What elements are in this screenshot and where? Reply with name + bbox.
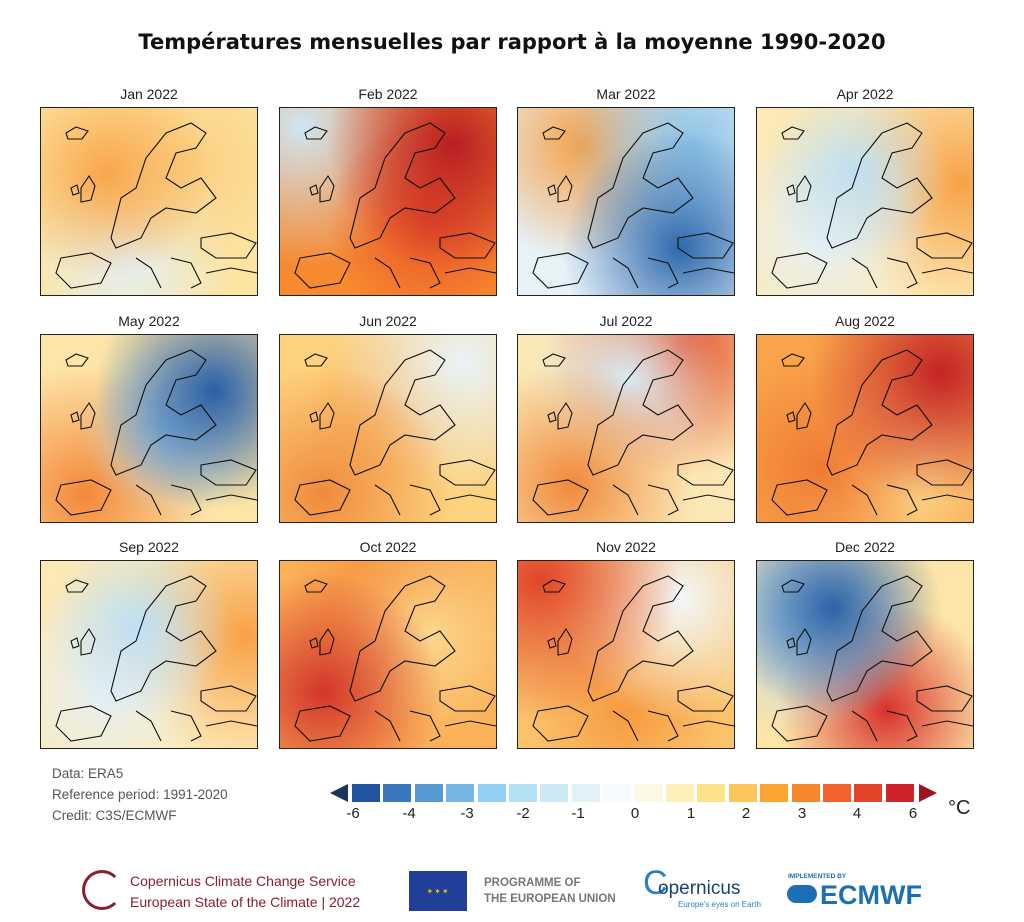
coastline <box>771 122 973 289</box>
panel-title: Apr 2022 <box>836 86 894 102</box>
colorbar-swatch <box>666 784 694 802</box>
coastline <box>294 122 496 289</box>
coastline <box>55 349 257 516</box>
eu-programme-2: THE EUROPEAN UNION <box>484 893 616 905</box>
copernicus-c: C <box>643 864 668 902</box>
colorbar-tick-label: 1 <box>686 805 696 822</box>
colorbar-tick-label: 6 <box>908 805 918 822</box>
anomaly-map <box>40 560 258 749</box>
anomaly-map <box>756 107 974 296</box>
colorbar-swatch <box>854 784 883 802</box>
anomaly-map <box>517 560 735 749</box>
panel-title: Nov 2022 <box>596 539 656 555</box>
anomaly-map <box>279 560 497 749</box>
colorbar-swatch <box>697 784 726 802</box>
anomaly-map <box>40 334 258 523</box>
colorbar-tick-label: 2 <box>741 805 751 822</box>
eu-programme: PROGRAMME OF <box>484 877 581 889</box>
coastline <box>55 122 257 289</box>
data-source: Data: ERA5 <box>52 766 124 781</box>
coastline <box>294 349 496 516</box>
anomaly-map <box>517 334 735 523</box>
eu-flag-icon: ✶✶✶ <box>409 871 467 911</box>
colorbar-left-arrow <box>330 784 348 802</box>
panel-title: May 2022 <box>118 313 180 329</box>
colorbar-swatch <box>509 784 537 802</box>
colorbar-swatch <box>352 784 380 802</box>
coastline <box>294 575 496 742</box>
panel-title: Aug 2022 <box>835 313 895 329</box>
panel-title: Jan 2022 <box>120 86 178 102</box>
colorbar-swatch <box>446 784 475 802</box>
colorbar-swatch <box>603 784 632 802</box>
colorbar-swatch <box>823 784 851 802</box>
colorbar-tick-label: -3 <box>460 805 474 822</box>
coastline <box>532 575 734 742</box>
anomaly-map <box>517 107 735 296</box>
ecmwf-implemented-by: IMPLEMENTED BY <box>788 873 847 880</box>
credit: Credit: C3S/ECMWF <box>52 808 177 823</box>
colorbar-swatch <box>791 784 820 802</box>
coastline <box>532 349 734 516</box>
panel-title: Feb 2022 <box>358 86 418 102</box>
panel-title: Jun 2022 <box>359 313 417 329</box>
c3s-logo <box>82 870 122 910</box>
colorbar-swatch <box>571 784 600 802</box>
anomaly-map <box>756 560 974 749</box>
coastline <box>771 575 973 742</box>
figure-title: Températures mensuelles par rapport à la… <box>138 30 886 54</box>
copernicus-tagline: Europe's eyes on Earth <box>678 900 761 909</box>
panel-title: Oct 2022 <box>359 539 417 555</box>
colorbar-swatch <box>540 784 569 802</box>
colorbar-tick-label: 4 <box>852 805 862 822</box>
copernicus-logo: opernicus <box>658 878 741 899</box>
reference-period: Reference period: 1991-2020 <box>52 787 228 802</box>
coastline <box>532 122 734 289</box>
colorbar-tick-label: -2 <box>516 805 530 822</box>
colorbar-unit: °C <box>948 797 971 819</box>
colorbar-swatch <box>383 784 412 802</box>
colorbar-tick-label: 3 <box>797 805 807 822</box>
colorbar-swatch <box>885 784 914 802</box>
c3s-name: Copernicus Climate Change Service <box>130 873 356 889</box>
colorbar-swatch <box>728 784 757 802</box>
panel-title: Sep 2022 <box>119 539 179 555</box>
colorbar-swatch <box>477 784 506 802</box>
colorbar-right-arrow <box>919 784 938 802</box>
anomaly-map <box>756 334 974 523</box>
panel-title: Mar 2022 <box>596 86 656 102</box>
colorbar-tick-label: -6 <box>346 805 360 822</box>
anomaly-map <box>40 107 258 296</box>
coastline <box>55 575 257 742</box>
colorbar-tick-label: -1 <box>571 805 585 822</box>
colorbar-tick-label: 0 <box>630 805 640 822</box>
ecmwf-logo: ECMWF <box>820 880 922 910</box>
c3s-subtitle: European State of the Climate | 2022 <box>130 894 361 910</box>
coastline <box>771 349 973 516</box>
colorbar-swatch <box>414 784 443 802</box>
colorbar-swatch <box>634 784 663 802</box>
anomaly-map <box>279 334 497 523</box>
anomaly-map <box>279 107 497 296</box>
panel-title: Dec 2022 <box>835 539 895 555</box>
panel-title: Jul 2022 <box>599 313 653 329</box>
colorbar-swatch <box>760 784 789 802</box>
ecmwf-icon <box>787 885 817 903</box>
colorbar-tick-label: -4 <box>402 805 416 822</box>
